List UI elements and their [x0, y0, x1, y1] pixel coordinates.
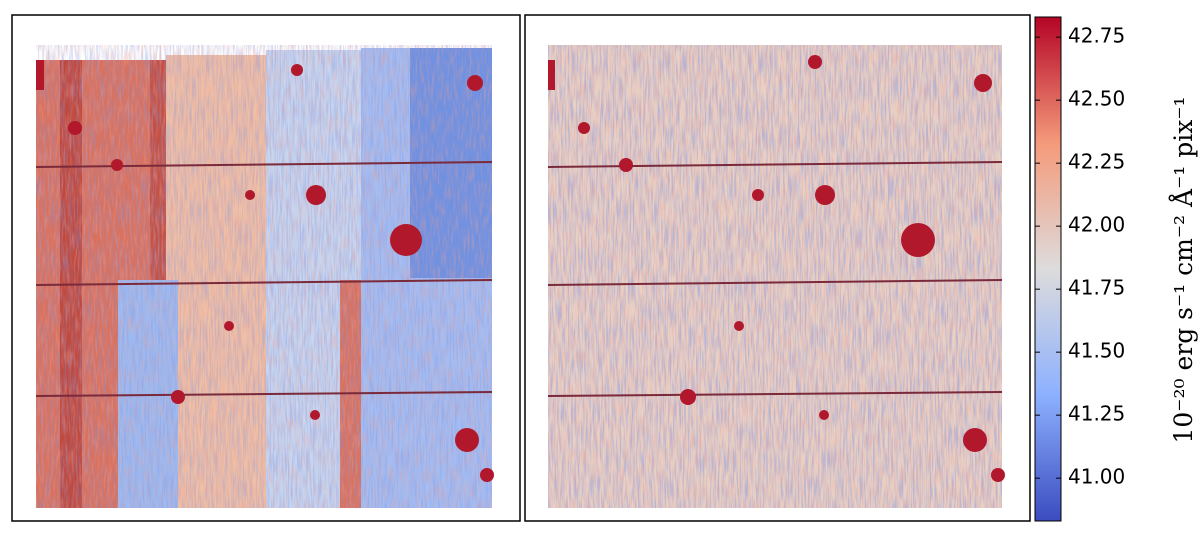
colorbar-tick-label: 41.00	[1068, 465, 1125, 489]
colorbar	[1034, 16, 1062, 522]
colorbar-tick-label: 41.50	[1068, 339, 1125, 363]
colorbar-tick-label: 41.25	[1068, 402, 1125, 426]
colorbar-tick-label: 42.25	[1068, 150, 1125, 174]
colorbar-gradient	[1034, 16, 1062, 522]
colorbar-tick-label: 42.50	[1068, 87, 1125, 111]
left-panel	[11, 14, 521, 522]
colorbar-tick-label: 42.75	[1068, 24, 1125, 48]
colorbar-tick-label: 41.75	[1068, 276, 1125, 300]
colorbar-tick-label: 42.00	[1068, 213, 1125, 237]
right-panel	[524, 14, 1031, 522]
colorbar-label: 10⁻²⁰ erg s⁻¹ cm⁻² Å⁻¹ pix⁻¹	[1168, 96, 1198, 443]
